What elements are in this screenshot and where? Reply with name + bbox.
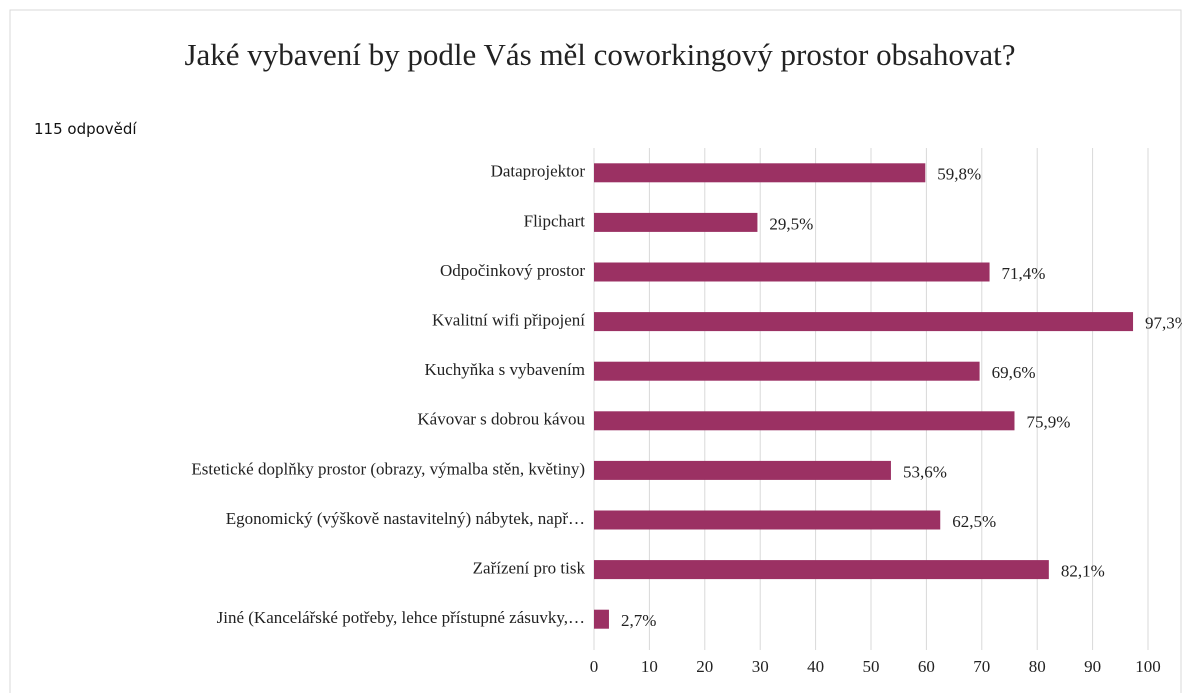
y-tick-label: Kvalitní wifi připojení <box>432 311 585 330</box>
y-tick-label: Flipchart <box>524 211 586 230</box>
data-label: 2,7% <box>621 611 656 630</box>
x-tick-label: 10 <box>641 657 658 676</box>
data-label: 59,8% <box>937 165 981 184</box>
bar <box>594 510 941 530</box>
data-label: 69,6% <box>992 363 1036 382</box>
x-tick-label: 30 <box>752 657 769 676</box>
x-tick-label: 70 <box>973 657 990 676</box>
data-label: 62,5% <box>952 512 996 531</box>
bar <box>594 312 1134 332</box>
x-tick-label: 0 <box>590 657 599 676</box>
x-tick-label: 100 <box>1135 657 1161 676</box>
y-tick-label: Estetické doplňky prostor (obrazy, výmal… <box>191 459 585 478</box>
bar <box>594 163 926 183</box>
y-tick-label: Kuchyňka s vybavením <box>424 360 585 379</box>
x-tick-label: 90 <box>1084 657 1101 676</box>
chart-frame <box>9 9 1182 693</box>
x-tick-label: 80 <box>1029 657 1046 676</box>
x-tick-label: 60 <box>918 657 935 676</box>
data-label: 75,9% <box>1026 413 1070 432</box>
bar <box>594 361 980 381</box>
y-tick-label: Jiné (Kancelářské potřeby, lehce přístup… <box>217 608 585 627</box>
x-tick-label: 20 <box>696 657 713 676</box>
bar <box>594 609 609 629</box>
y-tick-label: Zařízení pro tisk <box>473 559 586 578</box>
y-tick-label: Egonomický (výškově nastavitelný) nábyte… <box>226 509 585 528</box>
data-label: 53,6% <box>903 462 947 481</box>
x-tick-label: 50 <box>863 657 880 676</box>
y-tick-label: Dataprojektor <box>491 162 586 181</box>
data-label: 82,1% <box>1061 562 1105 581</box>
bar <box>594 460 891 480</box>
chart-title: Jaké vybavení by podle Vás měl coworking… <box>184 37 1016 72</box>
x-tick-label: 40 <box>807 657 824 676</box>
bar <box>594 560 1049 580</box>
y-tick-label: Kávovar s dobrou kávou <box>417 410 585 429</box>
y-tick-label: Odpočinkový prostor <box>440 261 585 280</box>
chart-subtitle: 115 odpovědí <box>34 120 137 138</box>
bar <box>594 212 758 232</box>
data-label: 29,5% <box>769 214 813 233</box>
bar <box>594 262 990 282</box>
data-label: 97,3% <box>1145 314 1182 333</box>
data-label: 71,4% <box>1002 264 1046 283</box>
bar <box>594 411 1015 431</box>
